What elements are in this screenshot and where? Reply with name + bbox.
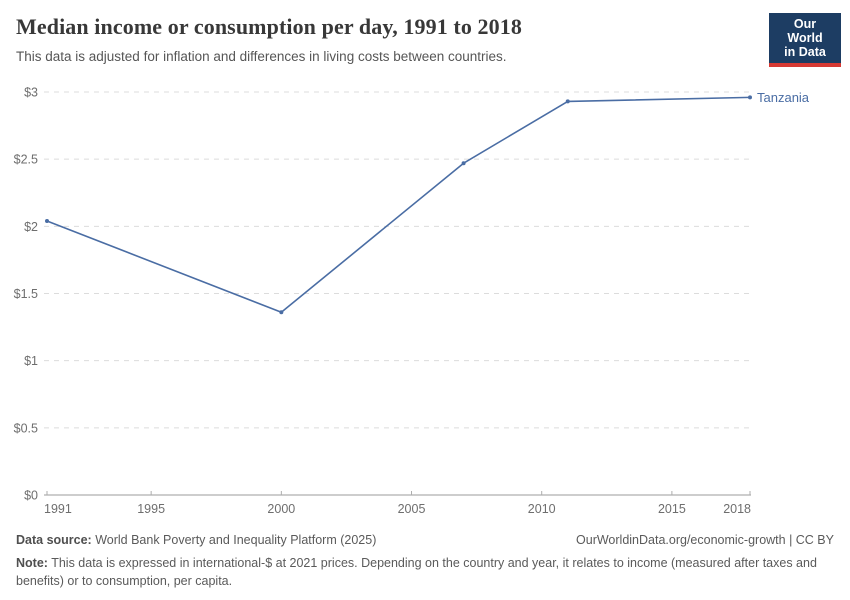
data-point[interactable] [45, 218, 49, 223]
owid-logo-line1: Our World [787, 17, 823, 45]
x-axis-tick-label: 1995 [137, 502, 165, 516]
data-source: Data source: World Bank Poverty and Ineq… [16, 531, 376, 549]
line-series[interactable] [46, 96, 751, 314]
chart-note: Note: This data is expressed in internat… [16, 554, 834, 590]
x-axis-tick-label: 2018 [723, 502, 751, 516]
owid-link[interactable]: OurWorldinData.org/economic-growth | CC … [576, 533, 834, 547]
y-axis-tick-label: $1 [24, 354, 38, 368]
data-point[interactable] [279, 310, 284, 315]
note-text: This data is expressed in international-… [16, 556, 817, 589]
x-axis-tick-label: 2015 [658, 502, 686, 516]
owid-logo-line2: in Data [784, 45, 826, 59]
chart-footer: Data source: World Bank Poverty and Ineq… [16, 531, 834, 590]
chart-subtitle: This data is adjusted for inflation and … [16, 49, 507, 64]
page-title: Median income or consumption per day, 19… [16, 14, 522, 39]
note-label: Note: [16, 556, 48, 571]
y-axis-tick-label: $0 [24, 489, 38, 503]
data-source-text: World Bank Poverty and Inequality Platfo… [91, 533, 377, 547]
owid-logo[interactable]: Our World in Data [769, 13, 841, 67]
data-point[interactable] [461, 161, 466, 166]
line-chart[interactable]: $0 $0.5 $1 $1.5 $2 $2.5 $3 1991 1995 2000 2005 2010… [0, 80, 850, 530]
series-end-label: Tanzania [757, 90, 810, 105]
y-axis-tick-label: $1.5 [14, 287, 38, 301]
x-axis-tick-label: 1991 [44, 502, 72, 516]
data-point[interactable] [748, 95, 752, 100]
y-axis-tick-label: $3 [24, 86, 38, 100]
x-axis-tick-label: 2005 [398, 502, 426, 516]
data-source-label: Data source: [16, 533, 92, 547]
y-axis-tick-label: $2.5 [14, 153, 38, 167]
x-axis-tick-label: 2010 [528, 502, 556, 516]
y-axis-tick-label: $0.5 [14, 421, 38, 435]
data-point[interactable] [565, 99, 570, 104]
y-axis-tick-label: $2 [24, 220, 38, 234]
x-axis-tick-label: 2000 [267, 502, 295, 516]
